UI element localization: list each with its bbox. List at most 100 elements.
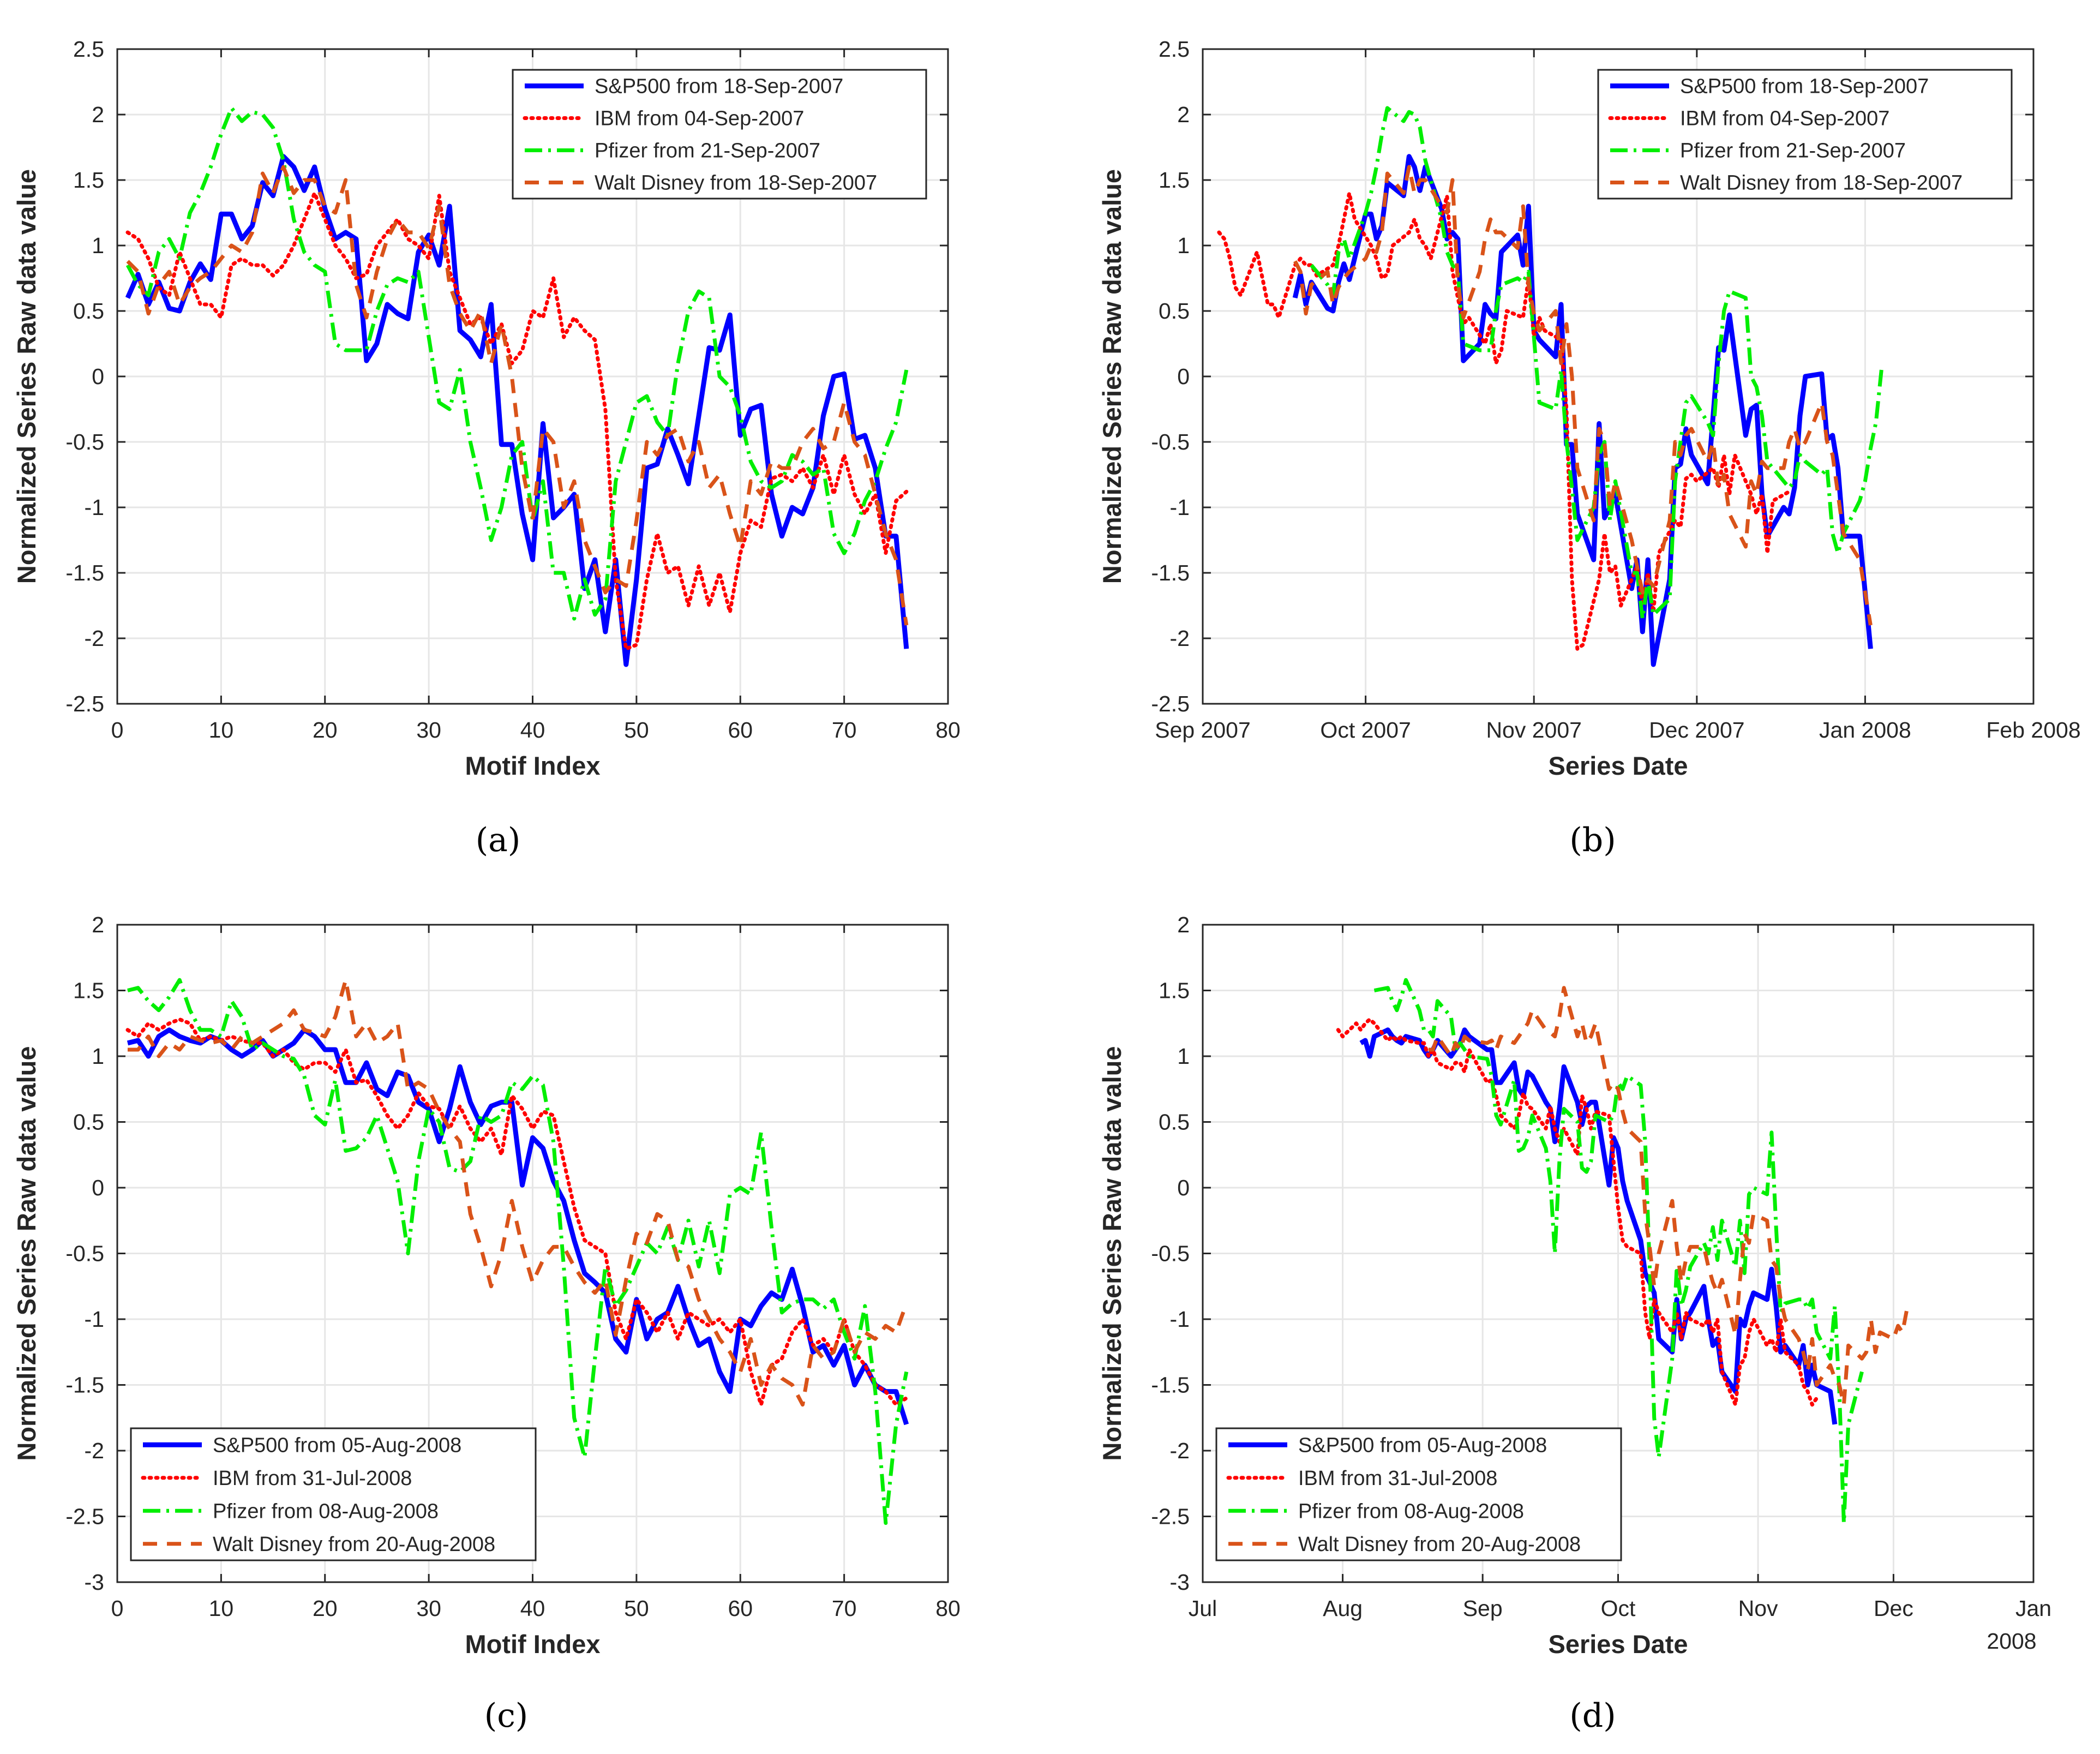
x-tick-label: Feb 2008	[1986, 717, 2080, 743]
y-tick-label: 0.5	[1159, 1110, 1190, 1135]
y-tick-label: 1.5	[1159, 167, 1190, 193]
y-axis-label: Normalized Series Raw data value	[12, 1046, 41, 1460]
chart-panel-a: 0 10 20 30 40 50 60 70 80 -2.5 -2 -1.5 -1 -0.5 0 0.5 1 1.…	[12, 37, 961, 859]
legend-entry-disney: Walt Disney from 18-Sep-2007	[1680, 172, 1963, 195]
y-tick-label: 0	[1177, 1175, 1190, 1200]
series-line-disney	[1428, 986, 1909, 1407]
x-tick-label: 80	[935, 717, 961, 743]
panel-caption: (a)	[476, 821, 521, 859]
y-tick-label: 1	[92, 233, 104, 258]
series-line-ibm	[125, 1017, 909, 1407]
y-tick-label: 2.5	[73, 37, 104, 62]
x-tick-label: 80	[935, 1596, 961, 1621]
x-axis-label: Series Date	[1548, 1630, 1688, 1659]
y-tick-label: -2.5	[1151, 691, 1190, 716]
x-tick-label: 70	[832, 1596, 857, 1621]
legend-entry-pfizer: Pfizer from 21-Sep-2007	[1680, 140, 1906, 163]
y-tick-label: -1	[85, 1307, 104, 1332]
y-tick-label: 0	[92, 1175, 104, 1200]
series-line-disney	[1293, 165, 1873, 626]
legend-entry-sp500: S&P500 from 05-Aug-2008	[1298, 1434, 1547, 1457]
y-tick-label: 2	[92, 912, 104, 937]
x-tick-label: 20	[313, 1596, 338, 1621]
legend-box	[1597, 69, 2013, 200]
y-tick-label: 2	[1177, 102, 1190, 127]
x-tick-label: 50	[624, 1596, 649, 1621]
x-tick-label: 70	[832, 717, 857, 743]
y-tick-label: -0.5	[1151, 1241, 1190, 1266]
legend: S&P500 from 05-Aug-2008 IBM from 31-Jul-2…	[130, 1427, 537, 1561]
legend-entry-sp500: S&P500 from 05-Aug-2008	[213, 1434, 461, 1457]
y-tick-label: -2.5	[65, 1504, 104, 1529]
series-line-disney	[128, 978, 909, 1407]
series-line-ibm	[125, 191, 909, 651]
chart-panel-b: Sep 2007 Oct 2007 Nov 2007 Dec 2007 Jan 2008…	[1097, 37, 2081, 859]
legend-entry-sp500: S&P500 from 18-Sep-2007	[595, 75, 843, 98]
x-tick-label: Aug	[1323, 1596, 1363, 1621]
y-tick-label: -0.5	[65, 1241, 104, 1266]
y-tick-label: 0.5	[73, 1110, 104, 1135]
x-tick-label: 30	[416, 717, 441, 743]
legend-entry-ibm: IBM from 31-Jul-2008	[213, 1467, 412, 1490]
legend: S&P500 from 05-Aug-2008 IBM from 31-Jul-2…	[1215, 1427, 1622, 1561]
y-tick-label: -3	[1170, 1570, 1190, 1595]
x-tick-label: Jan 2008	[1819, 717, 1911, 743]
series-line-pfizer	[125, 106, 909, 621]
x-axis-label: Motif Index	[465, 1630, 600, 1659]
x-tick-label: 0	[111, 717, 124, 743]
legend: S&P500 from 18-Sep-2007 IBM from 04-Sep-2…	[512, 69, 927, 200]
legend: S&P500 from 18-Sep-2007 IBM from 04-Sep-2…	[1597, 69, 2013, 200]
chart-panel-c: 0 10 20 30 40 50 60 70 80 -3 -2.5 -2 -1.5 -1 -0.5 0 0.5 1…	[12, 912, 961, 1735]
legend-box	[512, 69, 927, 200]
y-tick-label: -2	[1170, 626, 1190, 651]
y-tick-label: -0.5	[1151, 429, 1190, 454]
y-tick-label: -2.5	[1151, 1504, 1190, 1529]
y-tick-label: 1.5	[73, 978, 104, 1003]
y-tick-label: 1	[1177, 233, 1190, 258]
series-line-ibm	[1217, 191, 1791, 651]
x-tick-label: 60	[728, 1596, 753, 1621]
legend-entry-disney: Walt Disney from 20-Aug-2008	[1298, 1533, 1581, 1556]
x-tick-label: 10	[209, 717, 234, 743]
series-line-sp500	[127, 1027, 909, 1426]
series-line-pfizer	[1310, 106, 1883, 621]
y-tick-label: -1	[1170, 1307, 1190, 1332]
x-tick-label: Jul	[1189, 1596, 1217, 1621]
x-tick-label: 0	[111, 1596, 124, 1621]
y-tick-label: -1.5	[1151, 560, 1190, 585]
y-tick-label: 0.5	[1159, 298, 1190, 324]
y-tick-label: 0	[92, 364, 104, 389]
x-tick-label: Sep 2007	[1155, 717, 1251, 743]
y-tick-label: 1.5	[1159, 978, 1190, 1003]
x-tick-label: Nov 2007	[1486, 717, 1582, 743]
legend-entry-pfizer: Pfizer from 08-Aug-2008	[1298, 1500, 1524, 1523]
chart-panel-d: Jul Aug Sep Oct Nov Dec Jan -3 -2.5 -2 -1.5 -1 -0.5 0…	[1097, 912, 2051, 1735]
legend-box	[1215, 1427, 1622, 1561]
y-tick-label: 2.5	[1159, 37, 1190, 62]
y-tick-label: -2	[85, 1438, 104, 1463]
panel-caption: (c)	[484, 1697, 528, 1735]
x-tick-label: Dec	[1874, 1596, 1913, 1621]
y-tick-label: -1.5	[1151, 1373, 1190, 1398]
x-tick-label: 60	[728, 717, 753, 743]
x-tick-label: Dec 2007	[1649, 717, 1745, 743]
y-tick-label: -1.5	[65, 560, 104, 585]
y-tick-label: -1	[85, 495, 104, 520]
x-tick-label: Nov	[1738, 1596, 1778, 1621]
y-tick-label: 0	[1177, 364, 1190, 389]
x-tick-label: 10	[209, 1596, 234, 1621]
legend-box	[130, 1427, 537, 1561]
y-tick-label: 2	[1177, 912, 1190, 937]
x-tick-label: 50	[624, 717, 649, 743]
x-secondary-label: 2008	[1987, 1629, 2036, 1654]
y-axis-label: Normalized Series Raw data value	[1097, 169, 1126, 584]
x-tick-label: 30	[416, 1596, 441, 1621]
x-axis-label: Motif Index	[465, 751, 600, 780]
y-axis-label: Normalized Series Raw data value	[12, 169, 41, 584]
y-tick-label: -2	[1170, 1438, 1190, 1463]
legend-entry-pfizer: Pfizer from 08-Aug-2008	[213, 1500, 439, 1523]
legend-entry-ibm: IBM from 04-Sep-2007	[1680, 107, 1889, 130]
y-tick-label: -3	[85, 1570, 104, 1595]
y-tick-label: -0.5	[65, 429, 104, 454]
y-tick-label: 2	[92, 102, 104, 127]
